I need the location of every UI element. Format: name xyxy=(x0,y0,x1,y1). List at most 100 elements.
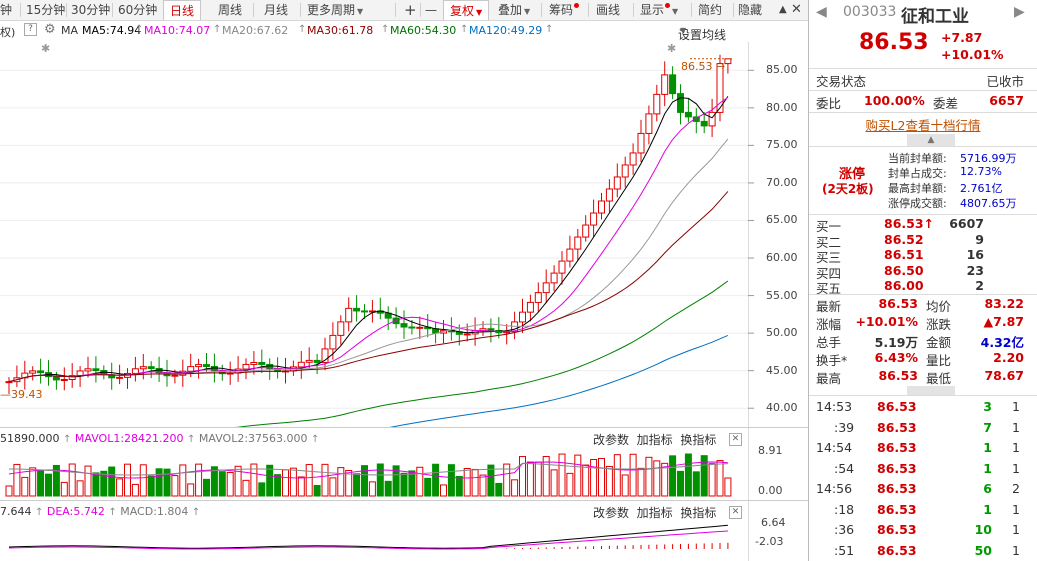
candle-body[interactable] xyxy=(84,368,92,372)
volume-bar[interactable] xyxy=(242,479,250,497)
candle-body[interactable] xyxy=(313,359,321,363)
volume-bar[interactable] xyxy=(566,472,574,497)
volume-bar[interactable] xyxy=(282,469,289,497)
volume-bar[interactable] xyxy=(84,465,92,497)
volume-bar[interactable] xyxy=(519,456,526,497)
volume-bar[interactable] xyxy=(384,480,392,497)
volume-bar[interactable] xyxy=(116,478,124,497)
volume-bar[interactable] xyxy=(558,453,566,497)
chevron-up-icon[interactable]: ▲ xyxy=(779,4,787,15)
volume-bar[interactable] xyxy=(542,456,550,497)
expand-handle[interactable] xyxy=(907,386,955,395)
candle-body[interactable] xyxy=(542,282,550,294)
candle-body[interactable] xyxy=(526,301,534,313)
volume-bar[interactable] xyxy=(637,467,645,497)
volume-bar[interactable] xyxy=(258,482,266,497)
volume-bar[interactable] xyxy=(645,456,653,497)
candle-body[interactable] xyxy=(582,224,590,238)
volume-bar[interactable] xyxy=(250,463,258,497)
change-indicator-button[interactable]: 换指标 xyxy=(680,506,717,520)
candle-body[interactable] xyxy=(621,164,629,178)
bid-row[interactable]: 买二 86.52 9 xyxy=(816,232,1024,250)
volume-bar[interactable] xyxy=(305,464,313,497)
volume-bar[interactable] xyxy=(574,454,582,497)
volume-bar[interactable] xyxy=(487,464,495,497)
candle-body[interactable] xyxy=(708,111,716,127)
volume-bar[interactable] xyxy=(195,463,203,497)
close-icon[interactable]: ✕ xyxy=(791,2,802,17)
candle-body[interactable] xyxy=(368,310,376,313)
volume-bar[interactable] xyxy=(463,467,471,497)
candle-body[interactable] xyxy=(297,361,305,368)
volume-bar[interactable] xyxy=(353,473,361,497)
candle-body[interactable] xyxy=(408,326,416,329)
volume-bar[interactable] xyxy=(495,482,503,497)
volume-bar[interactable] xyxy=(274,474,282,497)
add-indicator-button[interactable]: 加指标 xyxy=(636,506,673,520)
volume-bar[interactable] xyxy=(13,463,21,497)
candle-body[interactable] xyxy=(242,363,250,370)
candle-body[interactable] xyxy=(37,370,45,374)
volume-bar[interactable] xyxy=(155,468,163,497)
help-icon[interactable]: ? xyxy=(24,23,37,36)
candle-body[interactable] xyxy=(337,321,345,336)
volume-bar[interactable] xyxy=(76,480,84,497)
volume-bar[interactable] xyxy=(677,470,684,497)
candle-body[interactable] xyxy=(305,359,313,363)
volume-bar[interactable] xyxy=(376,463,384,497)
candle-body[interactable] xyxy=(195,364,203,368)
candle-body[interactable] xyxy=(187,366,195,372)
volume-bar[interactable] xyxy=(716,460,724,497)
volume-bar[interactable] xyxy=(329,477,337,497)
candle-body[interactable] xyxy=(68,375,76,380)
volume-bar[interactable] xyxy=(511,479,519,497)
volume-bar[interactable] xyxy=(52,464,60,497)
volume-bar[interactable] xyxy=(226,471,234,497)
collapse-icon[interactable]: ▲ xyxy=(907,134,955,146)
candle-body[interactable] xyxy=(598,200,605,214)
change-indicator-button[interactable]: 换指标 xyxy=(680,433,717,447)
candle-body[interactable] xyxy=(463,333,471,336)
bid-row[interactable]: 买五 86.00 2 xyxy=(816,278,1024,296)
candle-body[interactable] xyxy=(400,323,408,328)
candle-body[interactable] xyxy=(684,111,692,118)
volume-bar[interactable] xyxy=(700,455,708,497)
volume-bar[interactable] xyxy=(321,463,329,497)
volume-bar[interactable] xyxy=(629,453,637,497)
volume-bar[interactable] xyxy=(440,484,447,497)
volume-bar[interactable] xyxy=(210,466,218,497)
tab-monthly[interactable]: 月线 xyxy=(264,3,289,17)
volume-bar[interactable] xyxy=(534,461,542,497)
volume-bar[interactable] xyxy=(432,463,440,497)
volume-bar[interactable] xyxy=(37,469,45,497)
volume-bar[interactable] xyxy=(503,463,511,497)
candle-body[interactable] xyxy=(29,370,37,374)
volume-bar[interactable] xyxy=(621,474,629,497)
tab-daily[interactable]: 日线 xyxy=(163,0,202,20)
diejia-button[interactable]: 叠加 ▼ xyxy=(498,0,530,20)
add-indicator-button[interactable]: 加指标 xyxy=(636,433,673,447)
volume-bar[interactable] xyxy=(392,465,400,497)
candle-body[interactable] xyxy=(345,307,353,323)
volume-bar[interactable] xyxy=(669,455,677,497)
volume-bar[interactable] xyxy=(187,483,195,497)
volume-bar[interactable] xyxy=(313,484,321,497)
volume-bar[interactable] xyxy=(131,483,139,497)
volume-bar[interactable] xyxy=(455,475,463,497)
volume-bar[interactable] xyxy=(337,467,345,497)
huaxian-button[interactable]: 画线 xyxy=(596,3,621,17)
volume-bar[interactable] xyxy=(724,477,732,497)
candle-body[interactable] xyxy=(131,368,139,374)
candle-body[interactable] xyxy=(613,176,621,190)
volume-bar[interactable] xyxy=(661,462,669,497)
candle-body[interactable] xyxy=(171,374,179,377)
volume-bar[interactable] xyxy=(163,468,171,497)
volume-bar[interactable] xyxy=(692,471,700,497)
volume-bar[interactable] xyxy=(400,472,408,497)
volume-bar[interactable] xyxy=(45,473,52,497)
volume-bar[interactable] xyxy=(297,476,305,497)
candle-body[interactable] xyxy=(724,58,732,65)
volume-bar[interactable] xyxy=(479,474,487,497)
candle-body[interactable] xyxy=(353,307,361,312)
candle-body[interactable] xyxy=(605,188,613,202)
